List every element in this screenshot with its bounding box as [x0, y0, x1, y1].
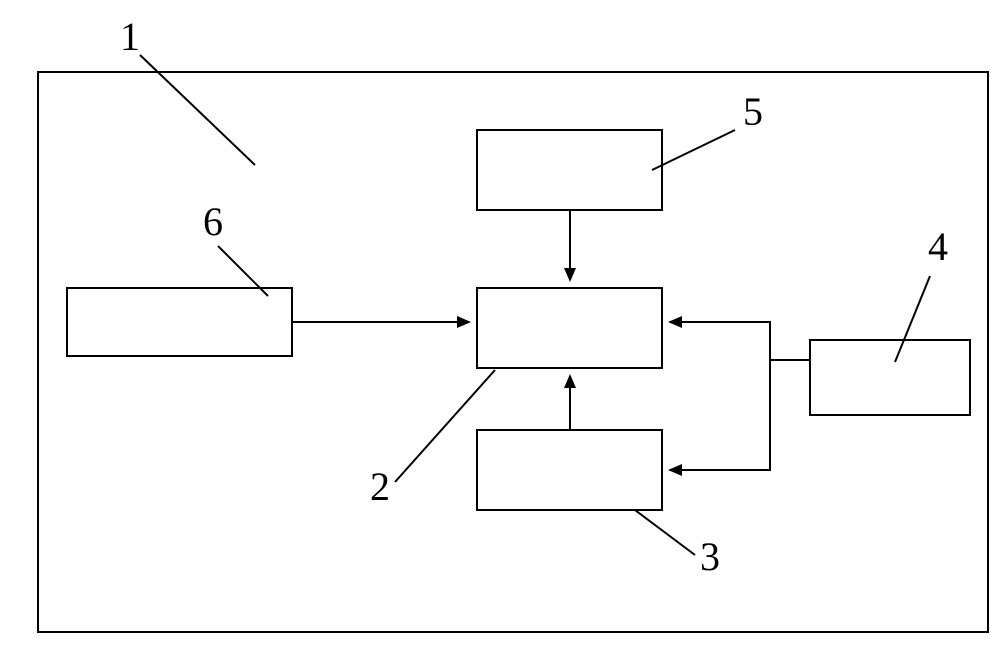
- callout-number-4: 4: [928, 224, 948, 269]
- callout-number-5: 5: [743, 89, 763, 134]
- node-box-5: [477, 130, 662, 210]
- node-box-4: [810, 340, 970, 415]
- callout-number-2: 2: [370, 464, 390, 509]
- diagram-canvas: 1 5 6 4 2 3: [0, 0, 1000, 645]
- callout-number-6: 6: [203, 199, 223, 244]
- callout-number-3: 3: [700, 534, 720, 579]
- node-box-6: [67, 288, 292, 356]
- node-box-2: [477, 288, 662, 368]
- callout-number-1: 1: [120, 14, 140, 59]
- node-box-3: [477, 430, 662, 510]
